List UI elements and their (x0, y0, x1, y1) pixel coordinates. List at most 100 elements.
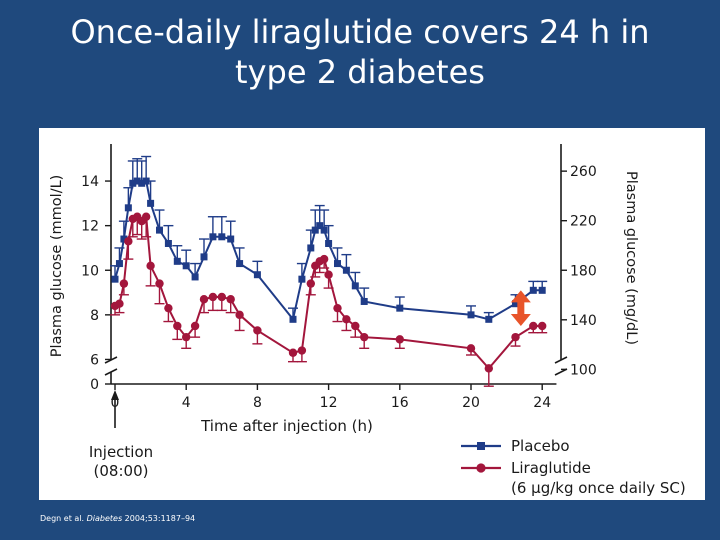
placebo-point (320, 226, 328, 234)
placebo-point (360, 297, 368, 305)
liraglutide-point (164, 303, 173, 313)
right-axis-break-mark (554, 356, 568, 364)
placebo-point (334, 260, 341, 268)
x-tick-label: 20 (462, 395, 480, 411)
placebo-point (236, 260, 244, 268)
glucose-chart: 06810121410014018022026004812162024Time … (49, 144, 686, 497)
liraglutide-point (333, 303, 342, 313)
difference-arrow-head-up (510, 290, 531, 303)
liraglutide-point (199, 295, 209, 304)
y-right-tick-label: 260 (570, 164, 597, 180)
placebo-point (218, 233, 226, 241)
liraglutide-point (208, 292, 218, 302)
liraglutide-point (306, 279, 315, 288)
liraglutide-point (538, 321, 547, 331)
legend-placebo-marker (477, 442, 485, 450)
placebo-point (467, 311, 475, 319)
placebo-point (129, 179, 137, 187)
y-right-tick-label: 180 (570, 263, 597, 279)
y-right-tick-label: 220 (570, 214, 597, 230)
injection-time-label: (08:00) (94, 462, 149, 480)
citation-authors: Degn et al. (40, 514, 85, 523)
liraglutide-point (253, 326, 262, 335)
placebo-point (124, 204, 132, 212)
placebo-point (142, 177, 150, 185)
difference-arrow-head-down (510, 314, 531, 326)
placebo-point (485, 315, 493, 323)
placebo-point (227, 235, 235, 243)
slide-title-line-1: Once-daily liraglutide covers 24 h in (70, 13, 650, 51)
liraglutide-point (319, 254, 329, 264)
placebo-point (538, 286, 546, 294)
liraglutide-point (529, 321, 538, 331)
placebo-point (200, 253, 208, 261)
liraglutide-point (466, 344, 476, 353)
liraglutide-point (351, 321, 360, 331)
placebo-point (512, 300, 519, 308)
slide-title-line-2: type 2 diabetes (235, 53, 485, 91)
y-left-tick-label: 8 (90, 308, 99, 324)
liraglutide-point (155, 279, 164, 288)
liraglutide-point (235, 310, 244, 320)
citation-details: 2004;53:1187–94 (124, 514, 196, 523)
liraglutide-point (190, 321, 200, 331)
placebo-line (114, 179, 543, 322)
placebo-point (111, 275, 119, 283)
liraglutide-point (119, 279, 129, 288)
legend-placebo-label: Placebo (511, 437, 570, 455)
placebo-point (209, 233, 217, 241)
placebo-point (307, 244, 315, 252)
chart-panel: 06810121410014018022026004812162024Time … (39, 128, 705, 500)
x-axis-title: Time after injection (h) (200, 417, 373, 435)
liraglutide-point (342, 315, 351, 324)
y-left-axis-title: Plasma glucose (mmol/L) (49, 175, 65, 358)
placebo-point (298, 275, 306, 283)
liraglutide-point (288, 348, 298, 357)
placebo-point (115, 260, 123, 268)
placebo-point (529, 286, 537, 294)
placebo-point (191, 273, 199, 281)
y-left-tick-label: 10 (81, 263, 99, 279)
y-right-tick-label: 100 (570, 362, 597, 378)
placebo-point (253, 271, 261, 279)
liraglutide-point (141, 212, 151, 221)
placebo-point (325, 239, 333, 247)
x-tick-label: 4 (182, 395, 191, 411)
citation-journal: Diabetes (86, 514, 123, 523)
legend-liraglutide-label: Liraglutide (511, 459, 591, 477)
liraglutide-point (182, 332, 191, 342)
placebo-point (133, 177, 141, 185)
placebo-point (182, 262, 190, 270)
placebo-point (138, 179, 146, 187)
liraglutide-point (297, 346, 307, 355)
x-tick-label: 16 (391, 395, 409, 411)
slide-title: Once-daily liraglutide covers 24 h in ty… (40, 12, 680, 92)
y-right-tick-label: 140 (570, 313, 597, 329)
y-left-tick-label: 12 (81, 219, 99, 235)
left-axis-break-mark (104, 368, 118, 376)
placebo-point (173, 257, 181, 265)
liraglutide-point (511, 332, 520, 342)
liraglutide-point (146, 261, 155, 270)
placebo-point (147, 199, 155, 207)
liraglutide-point (124, 237, 133, 246)
legend-liraglutide-marker (476, 463, 486, 473)
liraglutide-point (173, 321, 182, 331)
y-left-tick-label: 6 (90, 352, 99, 368)
placebo-point (311, 226, 319, 234)
placebo-point (120, 235, 128, 243)
citation: Degn et al. Diabetes 2004;53:1187–94 (40, 514, 195, 523)
y-left-tick-label: 0 (90, 377, 99, 393)
placebo-point (396, 304, 404, 312)
x-tick-label: 8 (253, 395, 262, 411)
placebo-point (164, 239, 172, 247)
x-tick-label: 24 (533, 395, 551, 411)
x-tick-label: 12 (320, 395, 338, 411)
injection-arrow-head (111, 390, 119, 400)
placebo-point (316, 222, 324, 230)
liraglutide-point (360, 332, 369, 342)
injection-label: Injection (89, 443, 153, 461)
placebo-point (342, 266, 350, 274)
liraglutide-point (217, 292, 226, 302)
placebo-point (156, 226, 163, 234)
